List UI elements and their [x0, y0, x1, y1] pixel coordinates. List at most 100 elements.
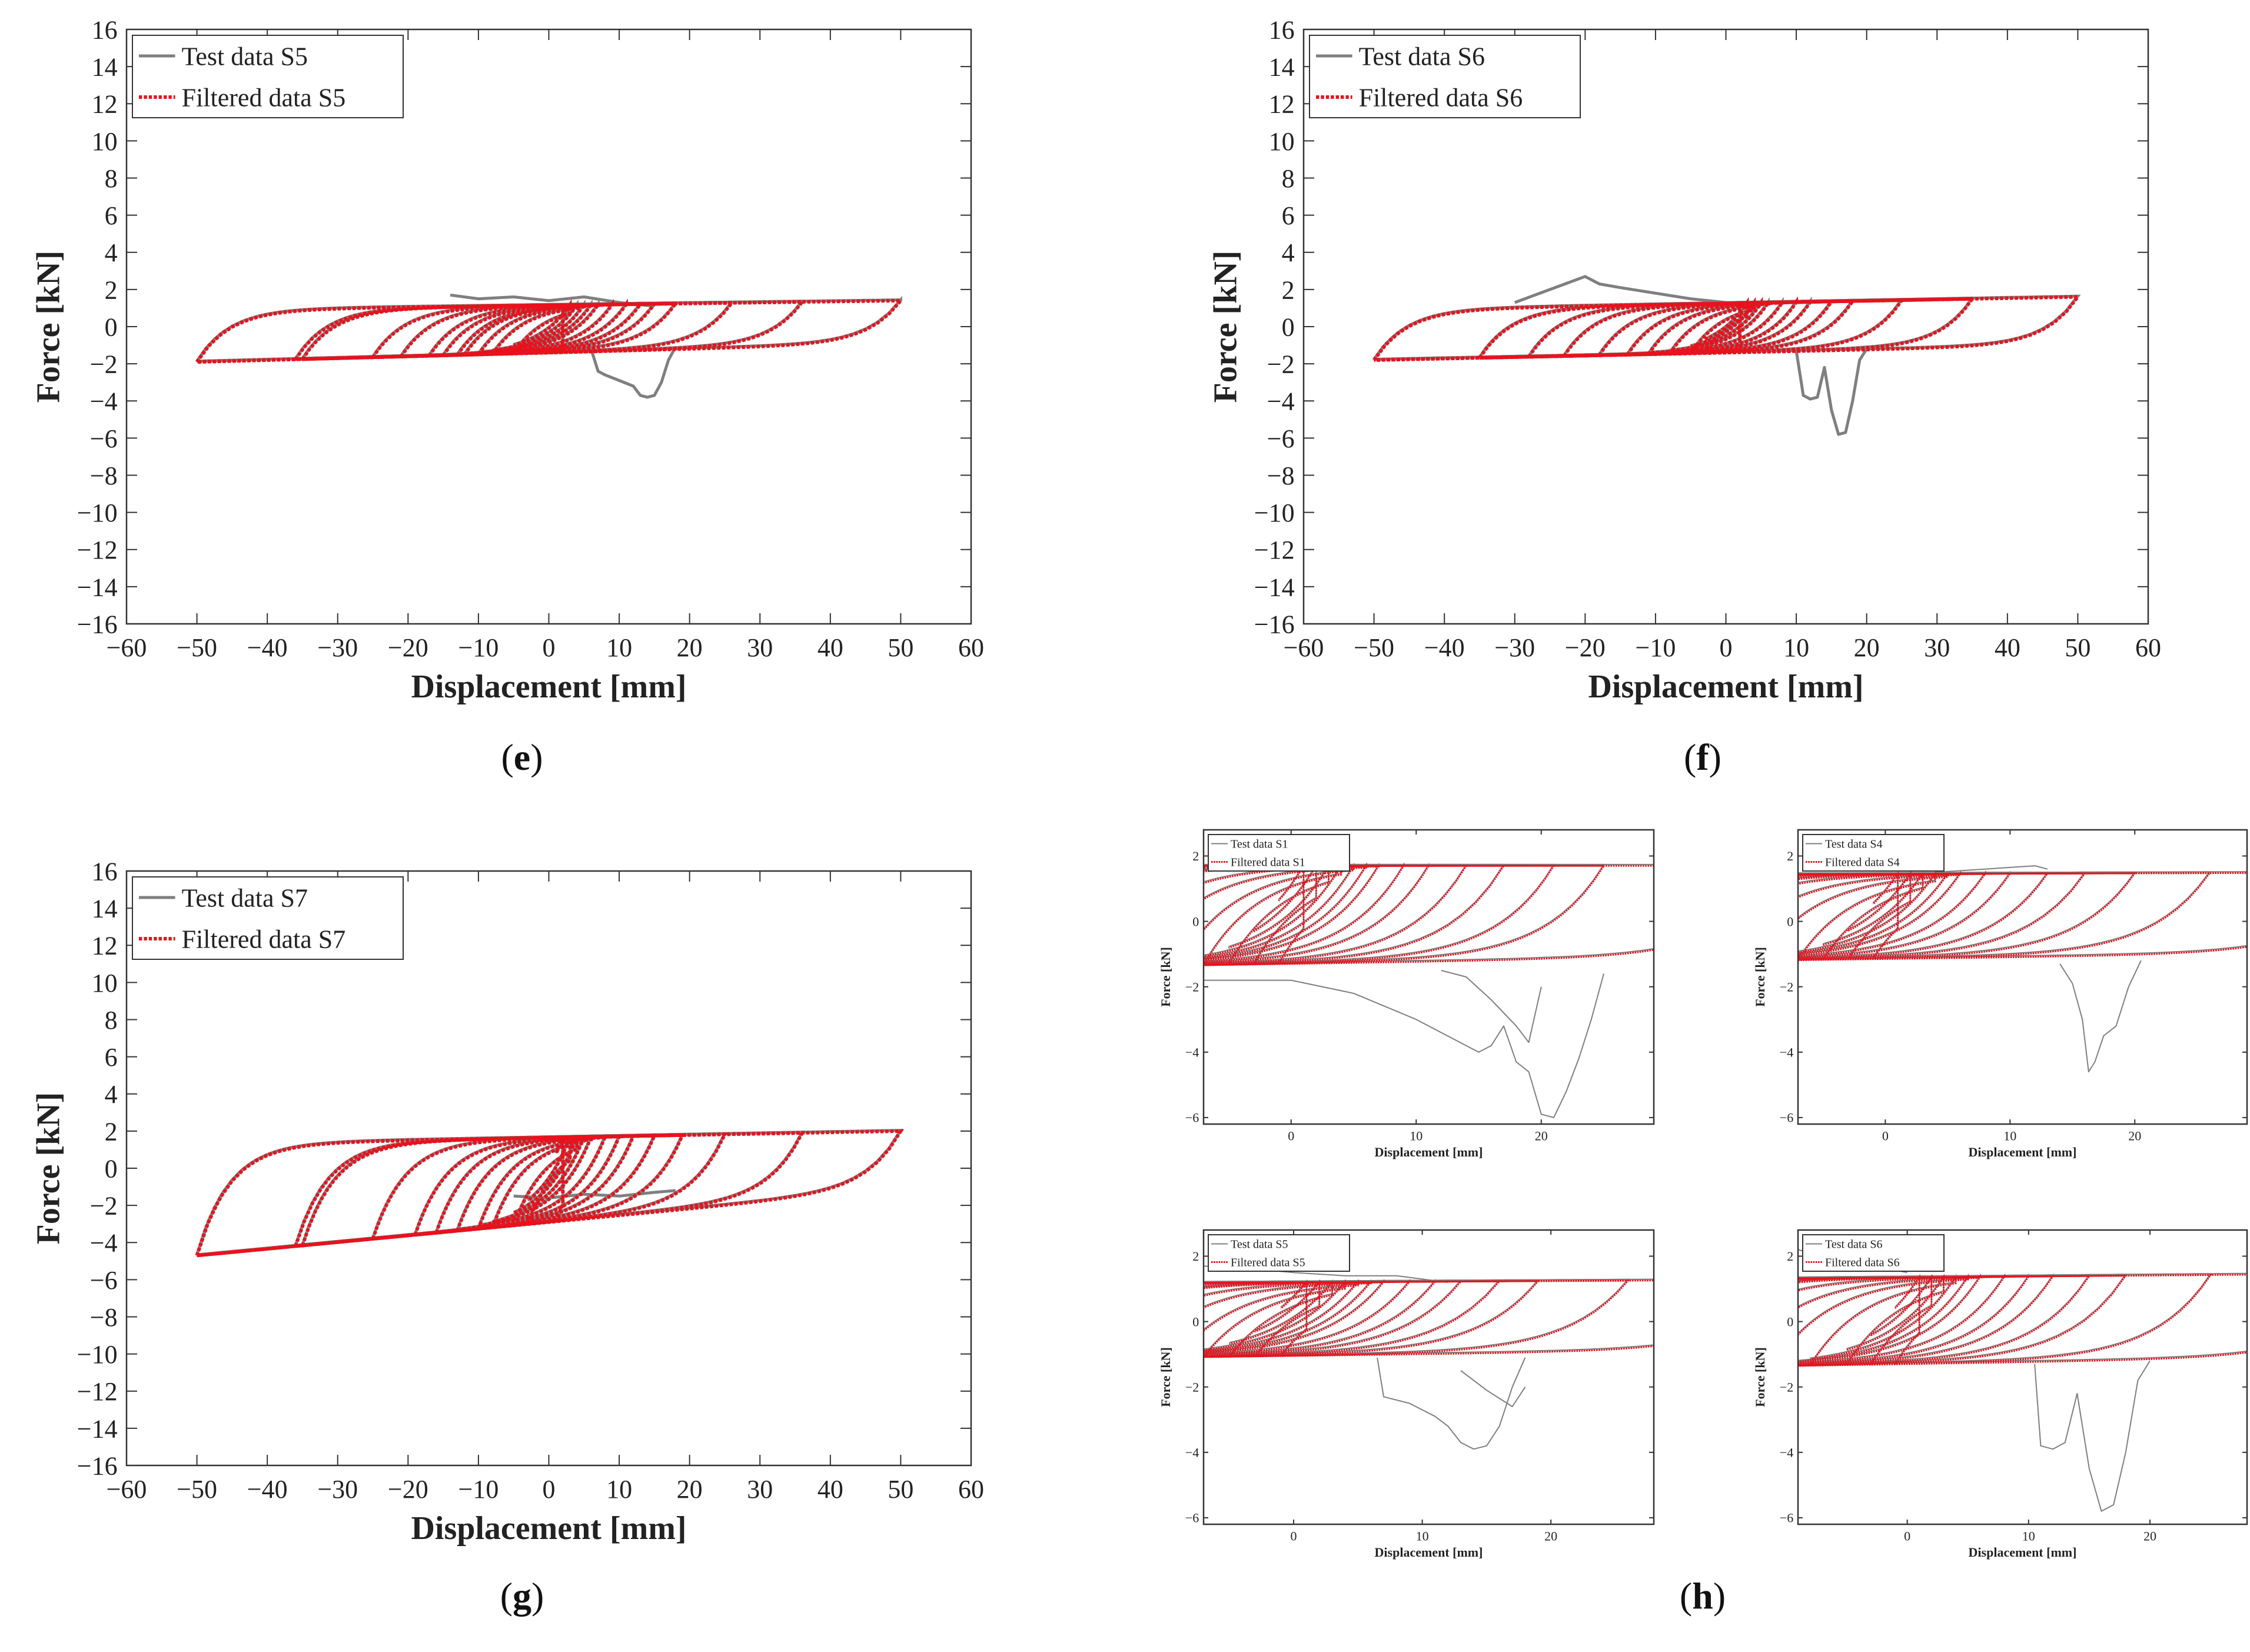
x-tick-label: −60	[107, 1475, 147, 1504]
y-tick-label: −4	[1780, 1445, 1793, 1460]
caption-e-close: )	[530, 736, 543, 778]
filtered-data-loop-0	[1872, 871, 1899, 960]
y-tick-label: 0	[1787, 1314, 1793, 1329]
plot-area	[195, 293, 905, 399]
axes-box	[1202, 1229, 1655, 1525]
x-tick-label: 10	[2022, 1529, 2035, 1544]
legend-test-label: Test data S6	[1359, 42, 1485, 71]
x-tick-label: 10	[2003, 1129, 2016, 1144]
x-tick-label: 10	[1416, 1529, 1429, 1544]
x-tick-label: −20	[1565, 633, 1606, 662]
caption-f-close: )	[1709, 736, 1721, 778]
y-tick-label: −2	[1185, 1380, 1199, 1394]
x-tick-label: 10	[1410, 1129, 1423, 1144]
filtered-data-loop-12	[195, 1129, 904, 1258]
filtered-data-loop-3	[1798, 870, 1936, 961]
legend-box	[132, 876, 404, 960]
legend-filtered-label: Filtered data S6	[1359, 83, 1523, 112]
test-data-excursion-1	[2034, 1360, 2151, 1512]
y-tick-label: 6	[105, 1043, 118, 1072]
y-tick-label: −14	[77, 1414, 118, 1443]
y-tick-label: −2	[1780, 979, 1793, 994]
axes-box	[125, 28, 972, 625]
y-axis-label: Force [kN]	[1208, 251, 1244, 403]
x-tick-label: 60	[2135, 633, 2161, 662]
filtered-data-loop-3	[1809, 1274, 1957, 1367]
y-tick-label: −10	[77, 1340, 118, 1369]
y-axis-label: Force [kN]	[1158, 1347, 1173, 1407]
test-data-excursion-0	[450, 293, 655, 308]
y-axis-label: Force [kN]	[1753, 947, 1767, 1007]
legend-test-label: Test data S6	[1825, 1238, 1882, 1251]
test-data-excursion-0	[2059, 960, 2142, 1073]
x-tick-label: 30	[1924, 633, 1950, 662]
legend-filtered-label: Filtered data S5	[182, 83, 346, 112]
y-tick-label: −4	[1780, 1045, 1793, 1059]
x-tick-label: −30	[317, 1475, 358, 1504]
x-tick-label: 20	[677, 1475, 703, 1504]
y-tick-label: 12	[1269, 90, 1295, 119]
x-tick-label: 0	[1291, 1529, 1297, 1544]
y-tick-label: 6	[105, 201, 118, 230]
x-tick-label: 0	[543, 633, 556, 662]
x-tick-label: −50	[1354, 633, 1394, 662]
y-tick-label: −6	[1185, 1111, 1199, 1125]
y-tick-label: −6	[1185, 1511, 1199, 1525]
filtered-data-loop-1	[526, 1136, 572, 1225]
x-tick-label: −40	[247, 1475, 288, 1504]
x-tick-label: 60	[958, 1475, 984, 1504]
legend-test-label: Test data S4	[1825, 838, 1882, 851]
caption-g-letter: g	[513, 1575, 531, 1617]
caption-h-close: )	[1713, 1575, 1726, 1617]
filtered-data-loop-4	[1204, 1279, 1359, 1353]
x-tick-label: 20	[2143, 1529, 2156, 1544]
x-axis-label: Displacement [mm]	[1969, 1545, 2077, 1560]
legend-filtered-label: Filtered data S1	[1231, 856, 1305, 869]
x-tick-label: 60	[958, 633, 984, 662]
y-tick-label: 16	[92, 857, 118, 886]
x-tick-label: −20	[388, 1475, 428, 1504]
x-tick-label: −50	[177, 1475, 217, 1504]
x-axis-label: Displacement [mm]	[1588, 669, 1863, 705]
y-axis-label: Force [kN]	[31, 251, 67, 403]
legend-box	[1802, 834, 1945, 872]
y-tick-label: −4	[90, 387, 118, 416]
caption-e-open: (	[501, 736, 514, 778]
y-tick-label: −14	[1254, 573, 1295, 601]
y-tick-label: 8	[1282, 164, 1295, 193]
x-axis-label: Displacement [mm]	[411, 669, 686, 705]
x-tick-label: 40	[817, 633, 843, 662]
y-tick-label: 4	[105, 1080, 118, 1109]
caption-h: (h)	[1644, 1574, 1762, 1618]
legend-filtered-label: Filtered data S5	[1231, 1257, 1305, 1269]
y-axis-label: Force [kN]	[1753, 1347, 1767, 1407]
y-tick-label: −4	[1185, 1445, 1199, 1460]
caption-g-close: )	[531, 1575, 544, 1617]
y-tick-label: −6	[1780, 1511, 1793, 1525]
plot-area	[1204, 1265, 1654, 1450]
legend-box	[1309, 35, 1581, 118]
chart-panel-h-s5: 0 10 20 −6 −4 −2 0 2 Displacement [mm] Force [kN]…	[1158, 1229, 1655, 1560]
filtered-data-loop-11	[1478, 297, 1976, 360]
x-tick-label: 10	[606, 1475, 632, 1504]
plot-area	[195, 1129, 904, 1258]
legend-test-label: Test data S5	[182, 42, 308, 71]
chart-panel-f: −60 −50 −40 −30 −20 −10 0 10 20 30 40 50 60−16−14−12…	[1208, 15, 2161, 705]
y-tick-label: 2	[1192, 849, 1199, 863]
y-tick-label: 14	[92, 895, 118, 923]
y-tick-label: −12	[77, 1377, 118, 1406]
legend: Test data S6 Filtered data S6	[1309, 35, 1581, 118]
plot-area	[1372, 275, 2082, 436]
test-data-excursion-0	[1204, 973, 1604, 1118]
legend-filtered-label: Filtered data S6	[1825, 1257, 1900, 1269]
x-tick-label: −60	[1284, 633, 1324, 662]
y-tick-label: 6	[1282, 201, 1295, 230]
y-tick-label: −12	[77, 536, 118, 564]
y-tick-label: 8	[105, 164, 118, 193]
y-tick-label: −2	[1780, 1380, 1793, 1394]
x-tick-label: 50	[2065, 633, 2091, 662]
chart-panel-e: −60 −50 −40 −30 −20 −10 0 10 20 30 40 50 60−16−14−12…	[31, 15, 984, 705]
filtered-data-loop-5	[456, 299, 600, 357]
y-tick-label: 0	[105, 313, 118, 341]
